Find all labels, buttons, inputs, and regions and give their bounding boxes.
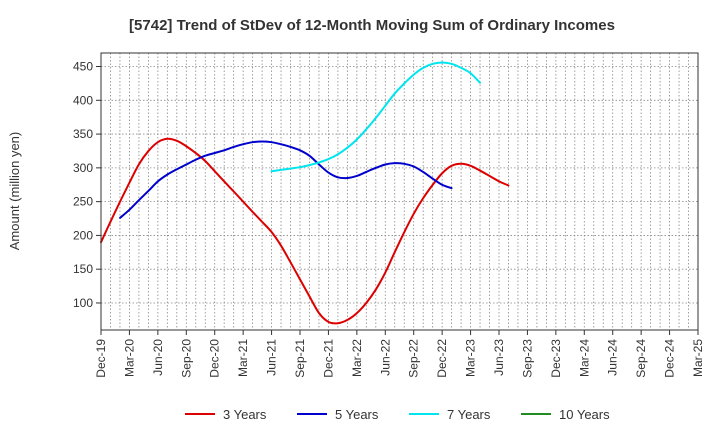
x-tick-label: Jun-20: [151, 339, 165, 376]
y-axis-label: Amount (million yen): [7, 132, 22, 251]
x-tick-label: Jun-22: [378, 339, 392, 376]
x-tick-label: Jun-21: [265, 339, 279, 376]
legend-label-7-years: 7 Years: [447, 407, 491, 422]
x-tick-label: Mar-21: [236, 339, 250, 377]
chart-title: [5742] Trend of StDev of 12-Month Moving…: [129, 17, 615, 34]
legend-label-10-years: 10 Years: [559, 407, 610, 422]
y-tick-label: 350: [73, 127, 93, 141]
legend: 3 Years 5 Years 7 Years 10 Years: [185, 407, 610, 422]
y-tick-label: 250: [73, 195, 93, 209]
y-tick-label: 450: [73, 60, 93, 74]
grid-lines: [100, 53, 699, 330]
x-tick-label: Mar-22: [350, 339, 364, 377]
x-tick-label: Sep-21: [293, 339, 307, 378]
series-line-7-years: [270, 61, 481, 173]
x-tick-label: Dec-19: [94, 339, 108, 378]
x-tick-label: Dec-24: [663, 339, 677, 378]
y-axis-ticks: 100 150 200 250 300 350 400 450: [73, 60, 101, 310]
y-tick-label: 200: [73, 228, 93, 242]
y-tick-label: 100: [73, 296, 93, 310]
x-tick-label: Mar-20: [122, 339, 136, 377]
y-tick-label: 300: [73, 161, 93, 175]
x-tick-label: Dec-21: [321, 339, 335, 378]
x-tick-label: Jun-24: [606, 339, 620, 376]
x-tick-label: Dec-23: [549, 339, 563, 378]
x-tick-label: Sep-22: [407, 339, 421, 378]
x-tick-label: Dec-20: [208, 339, 222, 378]
series-line-3-years: [100, 137, 510, 325]
x-tick-label: Sep-20: [179, 339, 193, 378]
series-lines: [100, 61, 510, 325]
x-tick-label: Jun-23: [492, 339, 506, 376]
x-tick-label: Sep-23: [520, 339, 534, 378]
y-tick-label: 400: [73, 93, 93, 107]
legend-label-3-years: 3 Years: [223, 407, 267, 422]
legend-label-5-years: 5 Years: [335, 407, 379, 422]
x-axis-ticks: Dec-19 Mar-20 Jun-20 Sep-20 Dec-20 Mar-21 Jun-…: [94, 330, 705, 378]
x-tick-label: Dec-22: [435, 339, 449, 378]
x-tick-label: Mar-24: [577, 339, 591, 377]
x-tick-label: Mar-23: [464, 339, 478, 377]
series-line-5-years: [119, 140, 453, 219]
y-tick-label: 150: [73, 262, 93, 276]
x-tick-label: Mar-25: [691, 339, 705, 377]
x-tick-label: Sep-24: [634, 339, 648, 378]
plot-frame: [100, 52, 699, 331]
